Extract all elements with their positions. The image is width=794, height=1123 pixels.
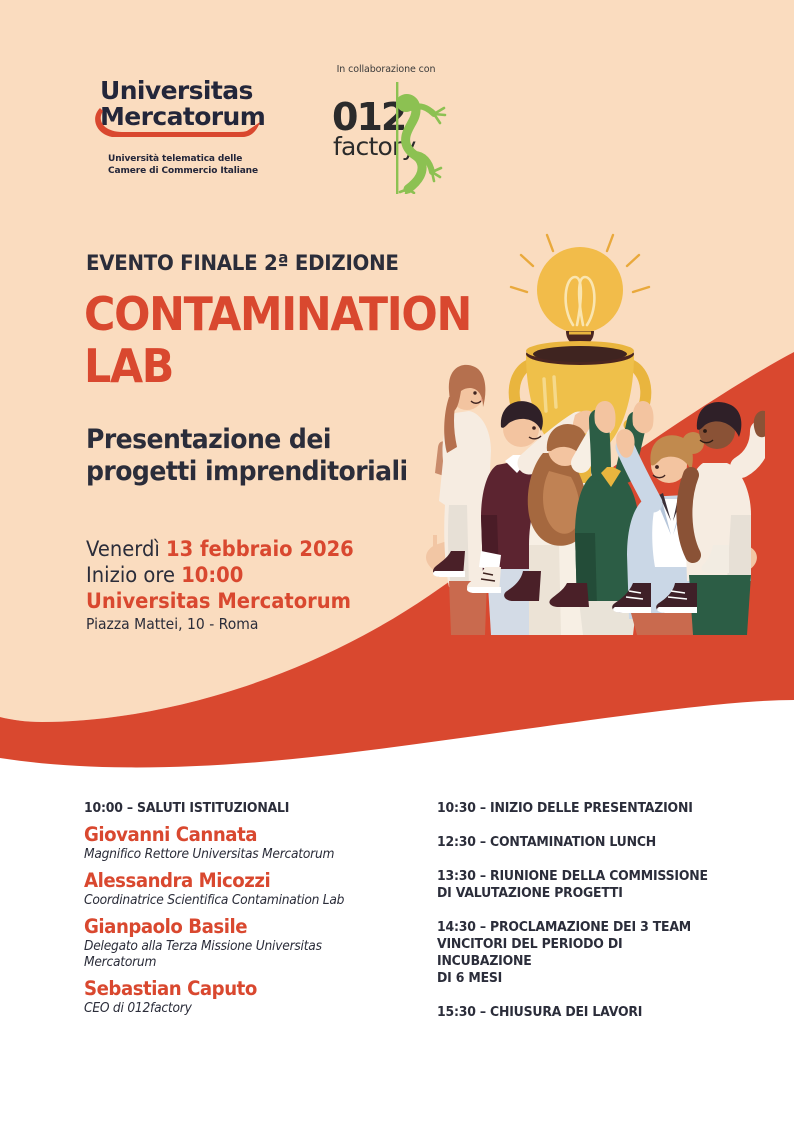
bulb-rays (509, 233, 651, 294)
012-number: 012 (332, 95, 407, 139)
speaker-role: CEO di 012factory (84, 1001, 192, 1016)
universitas-mercatorum-logo: Universitas Mercatorum Università telema… (95, 76, 360, 176)
program-slot-heading: 10:00 – SALUTI ISTITUZIONALI (84, 801, 290, 816)
program-item: 12:30 – CONTAMINATION LUNCH (437, 835, 657, 850)
program-column-right: 10:30 – INIZIO DELLE PRESENTAZIONI 12:30… (437, 800, 737, 1038)
program-section: 10:00 – SALUTI ISTITUZIONALI Giovanni Ca… (0, 800, 794, 1060)
program-item: 14:30 – PROCLAMAZIONE DEI 3 TEAM VINCITO… (437, 920, 692, 986)
page-title: CONTAMINATION LAB (84, 287, 472, 393)
shoes-row (433, 545, 729, 613)
logo-tagline: Università telematica delle Camere di Co… (108, 154, 258, 176)
event-date-line: Venerdì 13 febbraio 2026 (86, 537, 402, 563)
speaker-name: Gianpaolo Basile (84, 915, 248, 938)
day-label: Venerdì (86, 537, 160, 561)
orange-band-shape (0, 352, 794, 768)
peach-panel-shape (0, 0, 794, 722)
person-right-white-tee (676, 402, 765, 635)
speaker-role: Delegato alla Terza Missione Universitas… (84, 939, 322, 970)
swoosh-underline-icon (95, 108, 260, 137)
speaker-entry: Gianpaolo Basile Delegato alla Terza Mis… (84, 915, 414, 971)
event-date: 13 febbraio 2026 (165, 537, 354, 561)
page-subtitle: Presentazione dei progetti imprenditoria… (86, 424, 408, 487)
event-address: Piazza Mattei, 10 - Roma (86, 615, 259, 633)
team-holding-trophy-illustration (426, 233, 765, 635)
collaboration-label: In collaborazione con (336, 64, 436, 75)
speaker-entry: Giovanni Cannata Magnifico Rettore Unive… (84, 823, 414, 863)
speaker-name: Alessandra Micozzi (84, 869, 271, 892)
speaker-name: Sebastian Caputo (84, 977, 257, 1000)
logo-line-2: Mercatorum (100, 102, 266, 131)
event-time-line: Inizio ore 10:00 (86, 563, 402, 589)
program-item: 10:30 – INIZIO DELLE PRESENTAZIONI (437, 801, 693, 816)
program-item: 13:30 – RIUNIONE DELLA COMMISSIONE DI VA… (437, 869, 708, 901)
lightbulb-icon (537, 247, 623, 346)
event-eyebrow: EVENTO FINALE 2ª EDIZIONE (86, 251, 399, 276)
speaker-role: Magnifico Rettore Universitas Mercatorum (84, 847, 335, 862)
time-label: Inizio ore (86, 562, 175, 587)
speaker-entry: Sebastian Caputo CEO di 012factory (84, 977, 414, 1017)
logo-line-1: Universitas (100, 76, 253, 105)
poster-header: Universitas Mercatorum Università telema… (0, 0, 794, 210)
speaker-role: Coordinatrice Scientifica Contamination … (84, 893, 345, 908)
speaker-entry: Alessandra Micozzi Coordinatrice Scienti… (84, 869, 414, 909)
program-column-left: 10:00 – SALUTI ISTITUZIONALI Giovanni Ca… (84, 800, 414, 1017)
person-green-jacket (575, 401, 654, 635)
green-frog-icon (396, 82, 447, 194)
event-time: 10:00 (181, 562, 244, 587)
012factory-logo: In collaborazione con 012 factory (330, 64, 450, 194)
speaker-name: Giovanni Cannata (84, 823, 258, 846)
program-item: 15:30 – CHIUSURA DEI LAVORI (437, 1005, 643, 1020)
event-details: Venerdì 13 febbraio 2026 Inizio ore 10:0… (86, 537, 426, 635)
event-venue: Universitas Mercatorum (86, 589, 352, 613)
